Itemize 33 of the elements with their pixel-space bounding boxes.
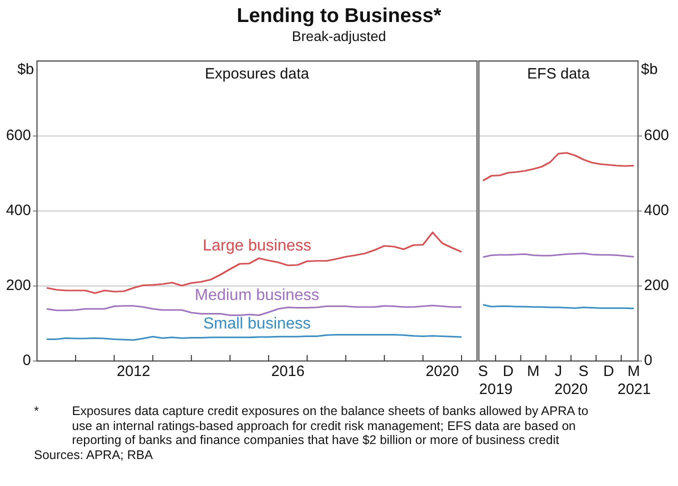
source-note: Sources: APRA; RBA — [34, 448, 154, 462]
text: * — [34, 404, 40, 420]
y-tick-label: 0 — [644, 352, 652, 370]
annotation: EFS data — [527, 66, 590, 83]
x-tick-label: S — [478, 363, 488, 380]
y-tick-label: 400 — [6, 202, 31, 220]
x-tick-label: 2016 — [271, 363, 305, 380]
annotation: Exposures data — [204, 66, 310, 83]
text: Exposures data capture credit exposures on the balance sheets of banks allowed by APRA to use an internal ratings-based approach for credit risk management; EFS data are based on reporting of banks and finance companies that have $2 billion or more of business credit — [72, 404, 590, 448]
x-tick-label: D — [603, 363, 614, 380]
x-tick-label: J — [554, 363, 562, 380]
y-tick-label: 200 — [644, 277, 670, 294]
x-tick-label: S — [578, 363, 589, 380]
x-tick-label: M — [628, 363, 640, 380]
x2-tick-label: 2021 — [617, 381, 651, 398]
y-axis-title: $b — [17, 61, 34, 78]
series-label: Small business — [203, 316, 311, 333]
chart-title: Lending to Business* — [236, 4, 442, 28]
x-tick-label: 2020 — [426, 363, 459, 380]
y-tick-label: 400 — [644, 202, 670, 220]
x-tick-label: M — [527, 363, 540, 380]
series-label: Medium business — [194, 286, 320, 304]
chart-subtitle: Break-adjusted — [290, 28, 388, 44]
x2-tick-label: 2019 — [479, 381, 513, 398]
series-label: Large business — [202, 238, 312, 255]
x2-tick-label: 2020 — [554, 381, 588, 398]
y-tick-label: 0 — [22, 352, 31, 370]
y-tick-label: 600 — [6, 127, 31, 144]
y-tick-label: 200 — [6, 277, 31, 294]
y-axis-title: $b — [641, 61, 658, 78]
x-tick-label: 2012 — [116, 363, 150, 380]
x-tick-label: D — [502, 363, 514, 380]
y-tick-label: 600 — [644, 127, 670, 144]
